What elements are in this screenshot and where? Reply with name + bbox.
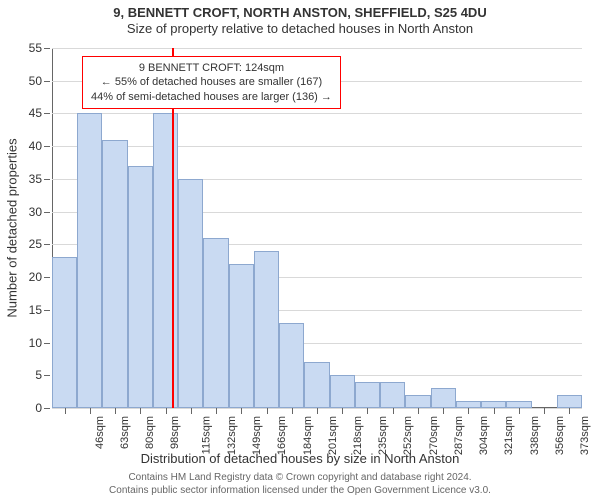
- x-tick: [468, 408, 469, 414]
- x-tick: [292, 408, 293, 414]
- y-tick-label: 35: [29, 172, 52, 186]
- bar: [128, 166, 153, 408]
- x-tick: [367, 408, 368, 414]
- x-tick: [569, 408, 570, 414]
- x-tick-label: 270sqm: [428, 416, 440, 455]
- x-tick-label: 98sqm: [169, 416, 181, 449]
- x-tick-label: 287sqm: [453, 416, 465, 455]
- x-tick-label: 373sqm: [579, 416, 591, 455]
- y-tick-label: 15: [29, 303, 52, 317]
- footer-line-2: Contains public sector information licen…: [0, 485, 600, 498]
- bar: [279, 323, 304, 408]
- bar: [77, 113, 102, 408]
- annotation-line: 9 BENNETT CROFT: 124sqm: [91, 61, 332, 75]
- x-tick: [443, 408, 444, 414]
- footer-line-1: Contains HM Land Registry data © Crown c…: [0, 472, 600, 485]
- x-tick: [267, 408, 268, 414]
- x-tick: [393, 408, 394, 414]
- titles: 9, BENNETT CROFT, NORTH ANSTON, SHEFFIEL…: [0, 0, 600, 37]
- x-tick: [342, 408, 343, 414]
- bar: [557, 395, 582, 408]
- x-tick-label: 321sqm: [504, 416, 516, 455]
- annotation-line: ← 55% of detached houses are smaller (16…: [91, 75, 332, 89]
- x-tick: [191, 408, 192, 414]
- bar: [178, 179, 203, 408]
- x-tick-label: 80sqm: [144, 416, 156, 449]
- x-tick: [216, 408, 217, 414]
- chart-container: 9, BENNETT CROFT, NORTH ANSTON, SHEFFIEL…: [0, 0, 600, 500]
- x-tick-label: 356sqm: [554, 416, 566, 455]
- x-tick: [519, 408, 520, 414]
- bar: [304, 362, 329, 408]
- x-tick-label: 115sqm: [200, 416, 212, 454]
- gridline: [52, 48, 582, 49]
- x-tick: [241, 408, 242, 414]
- x-tick: [418, 408, 419, 414]
- gridline: [52, 113, 582, 114]
- y-tick-label: 55: [29, 41, 52, 55]
- y-tick-label: 40: [29, 139, 52, 153]
- y-tick-label: 0: [35, 401, 52, 415]
- bar: [355, 382, 380, 408]
- y-tick-label: 50: [29, 74, 52, 88]
- bar: [203, 238, 228, 408]
- x-tick-label: 132sqm: [226, 416, 238, 455]
- annotation-box: 9 BENNETT CROFT: 124sqm← 55% of detached…: [82, 56, 341, 109]
- y-axis-title: Number of detached properties: [5, 138, 20, 317]
- bar: [380, 382, 405, 408]
- y-tick-label: 25: [29, 237, 52, 251]
- footer: Contains HM Land Registry data © Crown c…: [0, 472, 600, 497]
- x-tick-label: 149sqm: [251, 416, 263, 455]
- x-tick: [166, 408, 167, 414]
- bar: [52, 257, 77, 408]
- y-tick-label: 5: [35, 368, 52, 382]
- x-tick: [115, 408, 116, 414]
- bar: [330, 375, 355, 408]
- x-tick-label: 338sqm: [529, 416, 541, 455]
- x-tick-label: 201sqm: [327, 416, 339, 455]
- plot-area: 051015202530354045505546sqm63sqm80sqm98s…: [52, 48, 582, 408]
- x-tick-label: 218sqm: [352, 416, 364, 455]
- title-main: 9, BENNETT CROFT, NORTH ANSTON, SHEFFIEL…: [0, 6, 600, 21]
- x-tick-label: 46sqm: [94, 416, 106, 449]
- x-tick-label: 63sqm: [119, 416, 131, 449]
- bar: [405, 395, 430, 408]
- bar: [102, 140, 127, 408]
- bar: [153, 113, 178, 408]
- y-tick-label: 30: [29, 205, 52, 219]
- x-tick-label: 252sqm: [403, 416, 415, 455]
- annotation-line: 44% of semi-detached houses are larger (…: [91, 90, 332, 104]
- bar: [254, 251, 279, 408]
- y-tick-label: 45: [29, 106, 52, 120]
- x-tick: [317, 408, 318, 414]
- y-tick-label: 20: [29, 270, 52, 284]
- bar: [229, 264, 254, 408]
- x-axis-title: Distribution of detached houses by size …: [0, 451, 600, 466]
- x-tick-label: 166sqm: [276, 416, 288, 455]
- bar: [431, 388, 456, 408]
- x-tick: [494, 408, 495, 414]
- gridline: [52, 146, 582, 147]
- x-tick: [544, 408, 545, 414]
- x-tick-label: 235sqm: [377, 416, 389, 455]
- x-tick-label: 304sqm: [478, 416, 490, 455]
- x-tick: [90, 408, 91, 414]
- x-tick: [65, 408, 66, 414]
- x-tick: [140, 408, 141, 414]
- y-tick-label: 10: [29, 336, 52, 350]
- title-sub: Size of property relative to detached ho…: [0, 22, 600, 37]
- x-tick-label: 184sqm: [302, 416, 314, 455]
